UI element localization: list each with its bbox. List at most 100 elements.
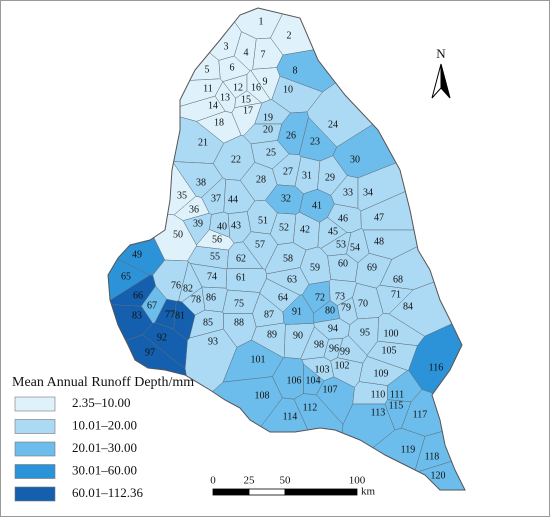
subbasin-label: 8 (293, 65, 298, 76)
legend-swatch (14, 464, 56, 479)
subbasin-label: 54 (350, 242, 360, 253)
subbasin-label: 23 (310, 136, 320, 147)
subbasin-label: 92 (157, 332, 167, 343)
subbasin-label: 38 (196, 177, 206, 188)
subbasin-label: 71 (391, 289, 401, 300)
subbasin-label: 3 (224, 41, 229, 52)
subbasin-label: 35 (177, 190, 187, 201)
subbasin-label: 28 (256, 174, 266, 185)
subbasin-label: 91 (292, 306, 302, 317)
legend-label: 10.01–20.00 (72, 417, 137, 432)
subbasin-label: 46 (338, 213, 348, 224)
subbasin-label: 42 (300, 224, 310, 235)
subbasin-label: 13 (220, 92, 230, 103)
subbasin-label: 52 (279, 222, 289, 233)
legend-swatch (14, 486, 56, 502)
subbasin-label: 77 (165, 309, 175, 320)
subbasin-label: 87 (264, 309, 274, 320)
subbasin-label: 65 (121, 271, 131, 282)
subbasin-label: 2 (287, 30, 292, 41)
subbasin-label: 119 (401, 444, 416, 455)
subbasin (226, 241, 264, 269)
subbasin-label: 93 (208, 336, 218, 347)
subbasin-label: 70 (358, 298, 368, 309)
subbasin-label: 112 (303, 402, 318, 413)
subbasin-label: 103 (315, 364, 330, 375)
subbasin-label: 110 (371, 389, 386, 400)
subbasin-label: 9 (263, 76, 268, 87)
subbasin-label: 41 (312, 200, 322, 211)
subbasin-label: 40 (217, 221, 227, 232)
subbasin-label: 94 (328, 323, 338, 334)
legend-label: 30.01–60.00 (72, 462, 137, 477)
subbasin-label: 83 (132, 310, 142, 321)
legend-swatch (14, 396, 56, 412)
subbasin-label: 19 (263, 112, 273, 123)
subbasin-label: 82 (183, 283, 193, 294)
subbasin-label: 105 (382, 345, 397, 356)
subbasin-label: 88 (234, 317, 244, 328)
subbasin-label: 76 (171, 280, 181, 291)
subbasin-label: 47 (374, 212, 384, 223)
subbasin-label: 30 (350, 154, 360, 165)
scale-segment (284, 488, 358, 496)
subbasin-label: 96 (329, 343, 339, 354)
subbasin-label: 12 (233, 82, 243, 93)
legend-label: 20.01–30.00 (72, 440, 137, 455)
subbasin-label: 89 (267, 329, 277, 340)
basin-outline (107, 7, 466, 491)
subbasin-label: 80 (325, 305, 335, 316)
subbasin-label: 98 (314, 339, 324, 350)
subbasin-label: 24 (328, 119, 338, 130)
subbasin-label: 90 (293, 330, 303, 341)
subbasin-label: 81 (175, 310, 185, 321)
scale-unit: km (361, 486, 376, 498)
subbasin-label: 79 (341, 302, 351, 313)
subbasin-label: 62 (236, 253, 246, 264)
subbasin-label: 34 (363, 187, 373, 198)
subbasin-label: 22 (231, 154, 241, 165)
subbasin-label: 99 (340, 346, 350, 357)
subbasin-label: 33 (343, 187, 353, 198)
subbasin (225, 268, 267, 293)
scale-tick-label: 50 (280, 475, 292, 487)
subbasin-label: 14 (208, 100, 218, 111)
subbasin-label: 31 (302, 170, 312, 181)
subbasin-label: 100 (384, 328, 399, 339)
legend-label: 2.35–10.00 (72, 395, 131, 410)
subbasin-label: 73 (335, 291, 345, 302)
subbasin-label: 36 (189, 204, 199, 215)
subbasin-label: 95 (360, 327, 370, 338)
subbasin-label: 1 (259, 16, 264, 27)
subbasin-label: 117 (413, 409, 428, 420)
legend-swatch (14, 419, 56, 434)
subbasin-label: 69 (367, 262, 377, 273)
subbasin-label: 4 (244, 47, 249, 58)
subbasin-label: 39 (193, 218, 203, 229)
subbasin-label: 109 (374, 368, 389, 379)
subbasin-label: 53 (336, 239, 346, 250)
subbasin-label: 18 (214, 117, 224, 128)
subbasin-label: 37 (211, 193, 221, 204)
subbasin (171, 161, 223, 198)
subbasin (282, 294, 315, 325)
subbasin-label: 64 (278, 292, 288, 303)
subbasin-label: 10 (283, 84, 293, 95)
subbasin-label: 86 (206, 292, 216, 303)
subbasin-label: 32 (281, 193, 291, 204)
north-arrow: N (431, 46, 451, 99)
scale-tick-label: 100 (349, 475, 366, 487)
subbasin-label: 6 (230, 62, 235, 73)
subbasin-label: 75 (234, 298, 244, 309)
subbasin-label: 21 (198, 137, 208, 148)
legend-label: 60.01–112.36 (72, 485, 144, 500)
subbasin-label: 61 (236, 272, 246, 283)
subbasin-label: 63 (287, 274, 297, 285)
subbasin-label: 57 (255, 239, 265, 250)
subbasin-label: 85 (203, 317, 213, 328)
subbasin (201, 286, 228, 313)
scale-tick-label: 25 (244, 475, 256, 487)
subbasin-label: 101 (251, 354, 266, 365)
north-label: N (436, 46, 446, 61)
